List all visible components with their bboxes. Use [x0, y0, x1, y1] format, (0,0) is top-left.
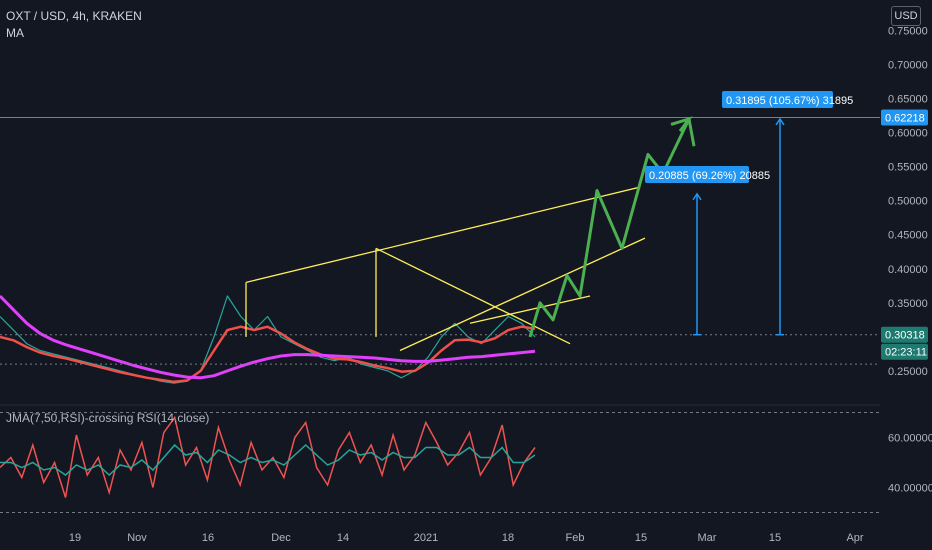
rsi-axis-tick: 60.00000 [888, 433, 932, 445]
indicator-ma-label[interactable]: MA [6, 26, 24, 40]
countdown-tag[interactable]: 02:23:11 [885, 347, 927, 359]
series-ma_slow [0, 294, 536, 380]
projection-arrowhead [670, 116, 693, 133]
time-axis-tick: 2021 [414, 532, 438, 544]
price-axis-tick: 0.55000 [888, 162, 928, 174]
price-axis-tick: 0.25000 [888, 366, 928, 378]
trendline[interactable] [375, 247, 571, 345]
rsi-axis-tick: 40.00000 [888, 483, 932, 495]
series-ma_fast [0, 325, 536, 384]
rsi-legend[interactable]: JMA(7,50,RSI)-crossing RSI(14,close) [6, 411, 210, 425]
time-axis-tick: 15 [769, 532, 781, 544]
target-price-tag-bg [881, 109, 928, 126]
trendline[interactable] [469, 295, 591, 324]
price-axis-tick: 0.40000 [888, 264, 928, 276]
time-axis-tick: 18 [502, 532, 514, 544]
price-axis-tick: 0.60000 [888, 128, 928, 140]
measure-label-large[interactable]: 0.31895 (105.67%) 31895 [726, 95, 853, 107]
price-axis-tick: 0.50000 [888, 196, 928, 208]
time-axis-tick: Nov [127, 532, 147, 544]
time-axis-tick: Dec [271, 532, 291, 544]
trendline[interactable] [399, 237, 646, 352]
symbol-title[interactable]: OXT / USD, 4h, KRAKEN [6, 9, 142, 23]
currency-button[interactable]: USD [891, 6, 921, 26]
price-axis-tick: 0.75000 [888, 25, 928, 37]
target-price-tag[interactable]: 0.62218 [885, 112, 925, 124]
measure-arrowhead [692, 192, 702, 201]
measure-label-small-bg [645, 166, 749, 183]
price-axis-tick: 0.45000 [888, 230, 928, 242]
time-axis-tick: Mar [698, 532, 717, 544]
time-axis-tick: 15 [635, 532, 647, 544]
time-axis-tick: 19 [69, 532, 81, 544]
time-axis-tick: 16 [202, 532, 214, 544]
rsi-rsi [0, 415, 536, 498]
price-axis-tick: 0.65000 [888, 94, 928, 106]
measure-arrowhead [775, 117, 785, 126]
projection-path[interactable] [528, 117, 696, 338]
trendline[interactable] [245, 186, 641, 284]
price-axis-tick: 0.35000 [888, 298, 928, 310]
time-axis-tick: Apr [846, 532, 863, 544]
measure-label-small[interactable]: 0.20885 (69.26%) 20885 [649, 170, 770, 182]
time-axis-tick: Feb [566, 532, 585, 544]
current-price-tag-bg [881, 326, 928, 343]
series-price [0, 295, 536, 384]
current-price-tag[interactable]: 0.30318 [885, 330, 925, 342]
price-axis-tick: 0.70000 [888, 59, 928, 71]
rsi-jma [0, 443, 536, 477]
countdown-tag-bg [881, 343, 928, 360]
time-axis-tick: 14 [337, 532, 349, 544]
measure-label-large-bg [722, 91, 833, 108]
